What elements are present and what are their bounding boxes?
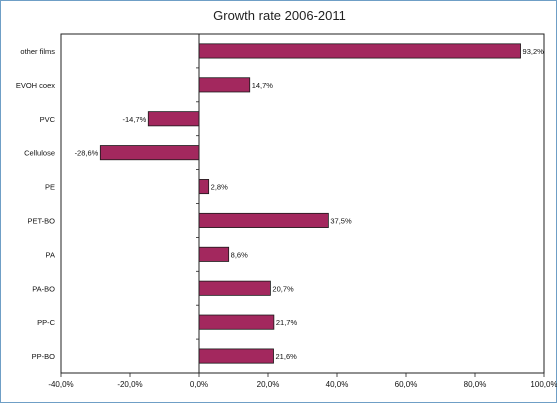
x-tick-label: 20,0% <box>257 380 280 389</box>
axes-layer: -40,0% -20,0% 0,0% 20,0% 40,0% 60,0% 80,0% 100,… <box>48 33 557 389</box>
category-label: EVOH coex <box>16 81 55 90</box>
category-label: PE <box>45 183 55 192</box>
bar-8 <box>198 314 275 330</box>
plot-area-border <box>60 33 545 374</box>
category-label: PP-C <box>37 318 56 327</box>
data-label: -14,7% <box>123 115 147 124</box>
data-label: 20,7% <box>272 284 294 293</box>
x-tick-label: 40,0% <box>326 380 349 389</box>
bar-2 <box>147 111 200 127</box>
bar-6 <box>198 246 230 262</box>
data-label: 14,7% <box>252 81 274 90</box>
category-label: PA <box>46 250 55 259</box>
bars-layer <box>99 43 521 364</box>
x-tick-label: 100,0% <box>530 380 557 389</box>
data-label: -28,6% <box>75 149 99 158</box>
chart-title: Growth rate 2006-2011 <box>213 8 346 23</box>
x-tick-label: -40,0% <box>48 380 73 389</box>
x-tick-label: 0,0% <box>190 380 208 389</box>
bar-4 <box>198 179 210 195</box>
category-label: PET-BO <box>27 216 55 225</box>
bar-0 <box>198 43 521 59</box>
labels-layer: other films 93,2% EVOH coex 14,7% PVC -14,7% C… <box>16 47 544 361</box>
data-label: 21,7% <box>276 318 298 327</box>
bar-9 <box>198 348 274 364</box>
category-label: Cellulose <box>24 149 55 158</box>
data-label: 37,5% <box>330 216 352 225</box>
x-tick-label: 80,0% <box>464 380 487 389</box>
x-tick-label: 60,0% <box>395 380 418 389</box>
data-label: 21,6% <box>276 352 298 361</box>
data-label: 93,2% <box>523 47 545 56</box>
x-tick-label: -20,0% <box>117 380 142 389</box>
bar-7 <box>198 280 271 296</box>
category-label: other films <box>20 47 55 56</box>
category-label: PA-BO <box>32 284 55 293</box>
data-label: 8,6% <box>231 250 248 259</box>
category-label: PP-BO <box>32 352 56 361</box>
bar-5 <box>198 212 329 228</box>
category-label: PVC <box>40 115 56 124</box>
bar-1 <box>198 77 251 93</box>
bar-3 <box>99 145 200 161</box>
data-label: 2,8% <box>211 183 228 192</box>
